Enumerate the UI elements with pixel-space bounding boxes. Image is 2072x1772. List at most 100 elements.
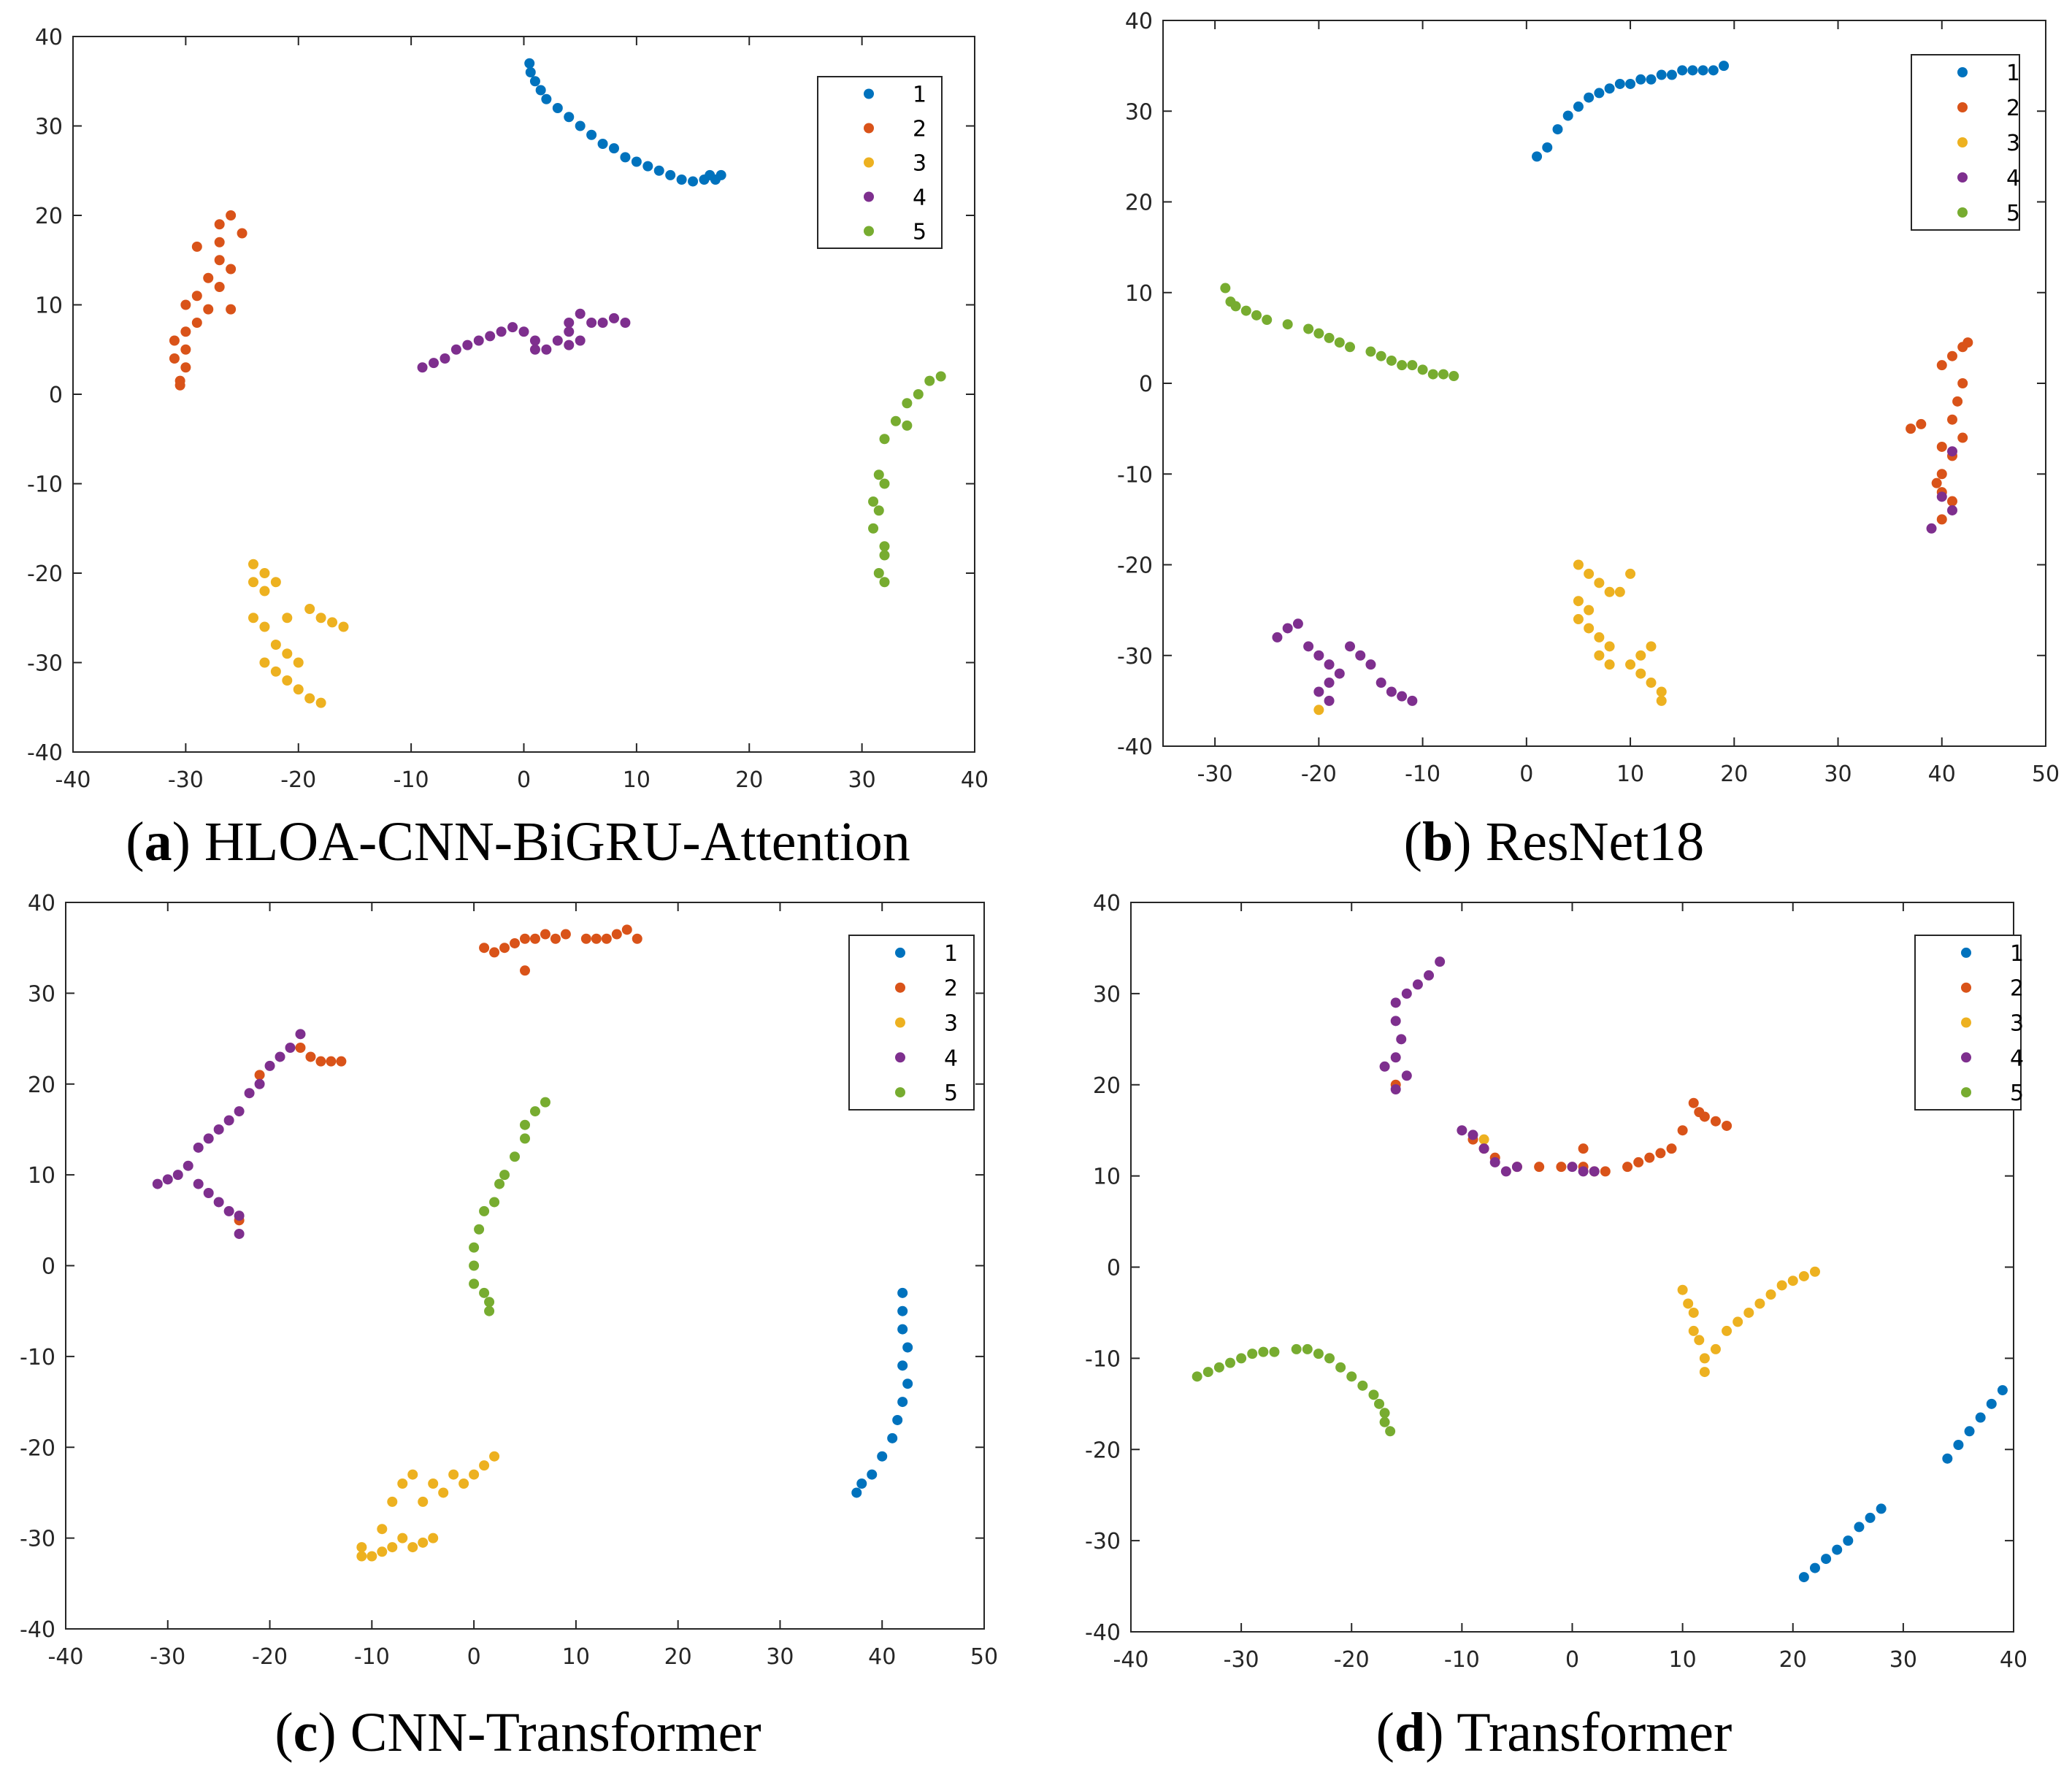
data-point	[564, 326, 575, 337]
data-point	[1385, 1426, 1396, 1437]
data-point	[1573, 614, 1584, 625]
data-point	[282, 648, 293, 659]
data-point	[1478, 1143, 1489, 1154]
series-3-points	[356, 1451, 500, 1562]
data-point	[688, 176, 699, 187]
legend-label: 2	[913, 117, 926, 142]
data-point	[1687, 65, 1698, 76]
x-tick-label: 10	[562, 1644, 590, 1670]
data-point	[1365, 346, 1376, 357]
data-point	[248, 577, 258, 588]
data-point	[529, 335, 540, 346]
data-point	[529, 344, 540, 355]
data-point	[152, 1178, 163, 1189]
data-point	[213, 1124, 224, 1135]
caption-letter: a	[144, 811, 172, 872]
x-tick-label: -20	[1301, 762, 1337, 787]
data-point	[856, 1478, 867, 1489]
data-point	[560, 929, 571, 940]
data-point	[214, 237, 225, 248]
data-point	[226, 264, 237, 275]
legend-marker	[1961, 1017, 1971, 1028]
data-point	[575, 335, 586, 346]
y-tick-label: 40	[35, 25, 63, 50]
data-point	[1926, 523, 1937, 534]
data-point	[407, 1469, 418, 1480]
data-point	[1710, 1116, 1721, 1127]
data-point	[1567, 1162, 1578, 1173]
data-point	[499, 1170, 510, 1181]
legend-label: 2	[2006, 96, 2020, 121]
data-point	[1677, 1284, 1688, 1295]
series-3-points	[1313, 559, 1667, 716]
series-4-points	[417, 308, 631, 373]
data-point	[507, 322, 518, 333]
data-point	[1694, 1335, 1705, 1346]
data-point	[1449, 371, 1459, 382]
data-point	[1876, 1503, 1887, 1514]
data-point	[1722, 1120, 1733, 1131]
data-point	[1719, 61, 1730, 72]
legend: 1 2 3 4 5	[1914, 935, 2024, 1111]
data-point	[1604, 641, 1615, 652]
data-point	[1594, 632, 1605, 643]
data-point	[1374, 1398, 1385, 1409]
legend-marker	[1961, 1052, 1971, 1063]
data-point	[529, 76, 540, 87]
data-point	[1313, 650, 1324, 661]
legend-marker	[864, 191, 874, 202]
data-point	[213, 1197, 224, 1208]
axes-box	[1130, 902, 2014, 1633]
data-point	[1379, 1416, 1390, 1427]
data-point	[1282, 319, 1293, 330]
data-point	[234, 1211, 245, 1221]
x-tick-label: 40	[1928, 762, 1956, 787]
y-tick-label: 20	[35, 204, 63, 229]
data-point	[469, 1260, 480, 1271]
caption-d: (d) Transformer	[1375, 1702, 1733, 1763]
series-4-points	[1272, 446, 1957, 706]
legend-marker	[1961, 947, 1971, 958]
data-point	[620, 318, 631, 328]
data-point	[180, 362, 191, 373]
data-point	[1957, 378, 1968, 388]
x-tick-label: 20	[1779, 1647, 1807, 1673]
data-point	[1916, 418, 1927, 429]
data-point	[520, 1119, 530, 1130]
data-point	[1324, 332, 1335, 343]
data-point	[183, 1160, 193, 1171]
data-point	[1697, 65, 1708, 76]
data-point	[1625, 78, 1636, 89]
data-point	[873, 469, 884, 480]
data-point	[1251, 310, 1262, 321]
data-point	[1957, 432, 1968, 443]
data-point	[1573, 559, 1584, 570]
data-point	[214, 219, 225, 230]
data-point	[1324, 1353, 1335, 1364]
data-point	[174, 380, 185, 391]
data-point	[1262, 315, 1273, 326]
data-point	[479, 1460, 490, 1471]
series-1-points	[851, 1287, 913, 1498]
data-point	[1656, 69, 1667, 80]
data-point	[397, 1533, 408, 1543]
data-point	[902, 420, 913, 431]
data-point	[1424, 970, 1435, 981]
data-point	[1683, 1298, 1694, 1309]
data-point	[1417, 364, 1428, 375]
data-point	[1646, 678, 1657, 689]
scatter-plot-c: -40 -30 -20 -10 0 10 20 30 40 50 -40 -30 -20 -10 0 10 20…	[20, 891, 998, 1670]
data-point	[448, 1469, 459, 1480]
legend: 1 2 3 4 5	[817, 76, 943, 249]
data-point	[1975, 1412, 1986, 1423]
x-tick-label: -20	[252, 1644, 288, 1670]
data-point	[665, 169, 676, 180]
legend-marker	[895, 1087, 905, 1098]
y-tick-label: 30	[35, 115, 63, 140]
data-point	[474, 1224, 485, 1235]
legend-label: 3	[913, 151, 926, 177]
data-point	[282, 613, 293, 624]
series-1-points	[1798, 1385, 2008, 1583]
data-point	[377, 1524, 388, 1535]
data-point	[1397, 360, 1408, 371]
